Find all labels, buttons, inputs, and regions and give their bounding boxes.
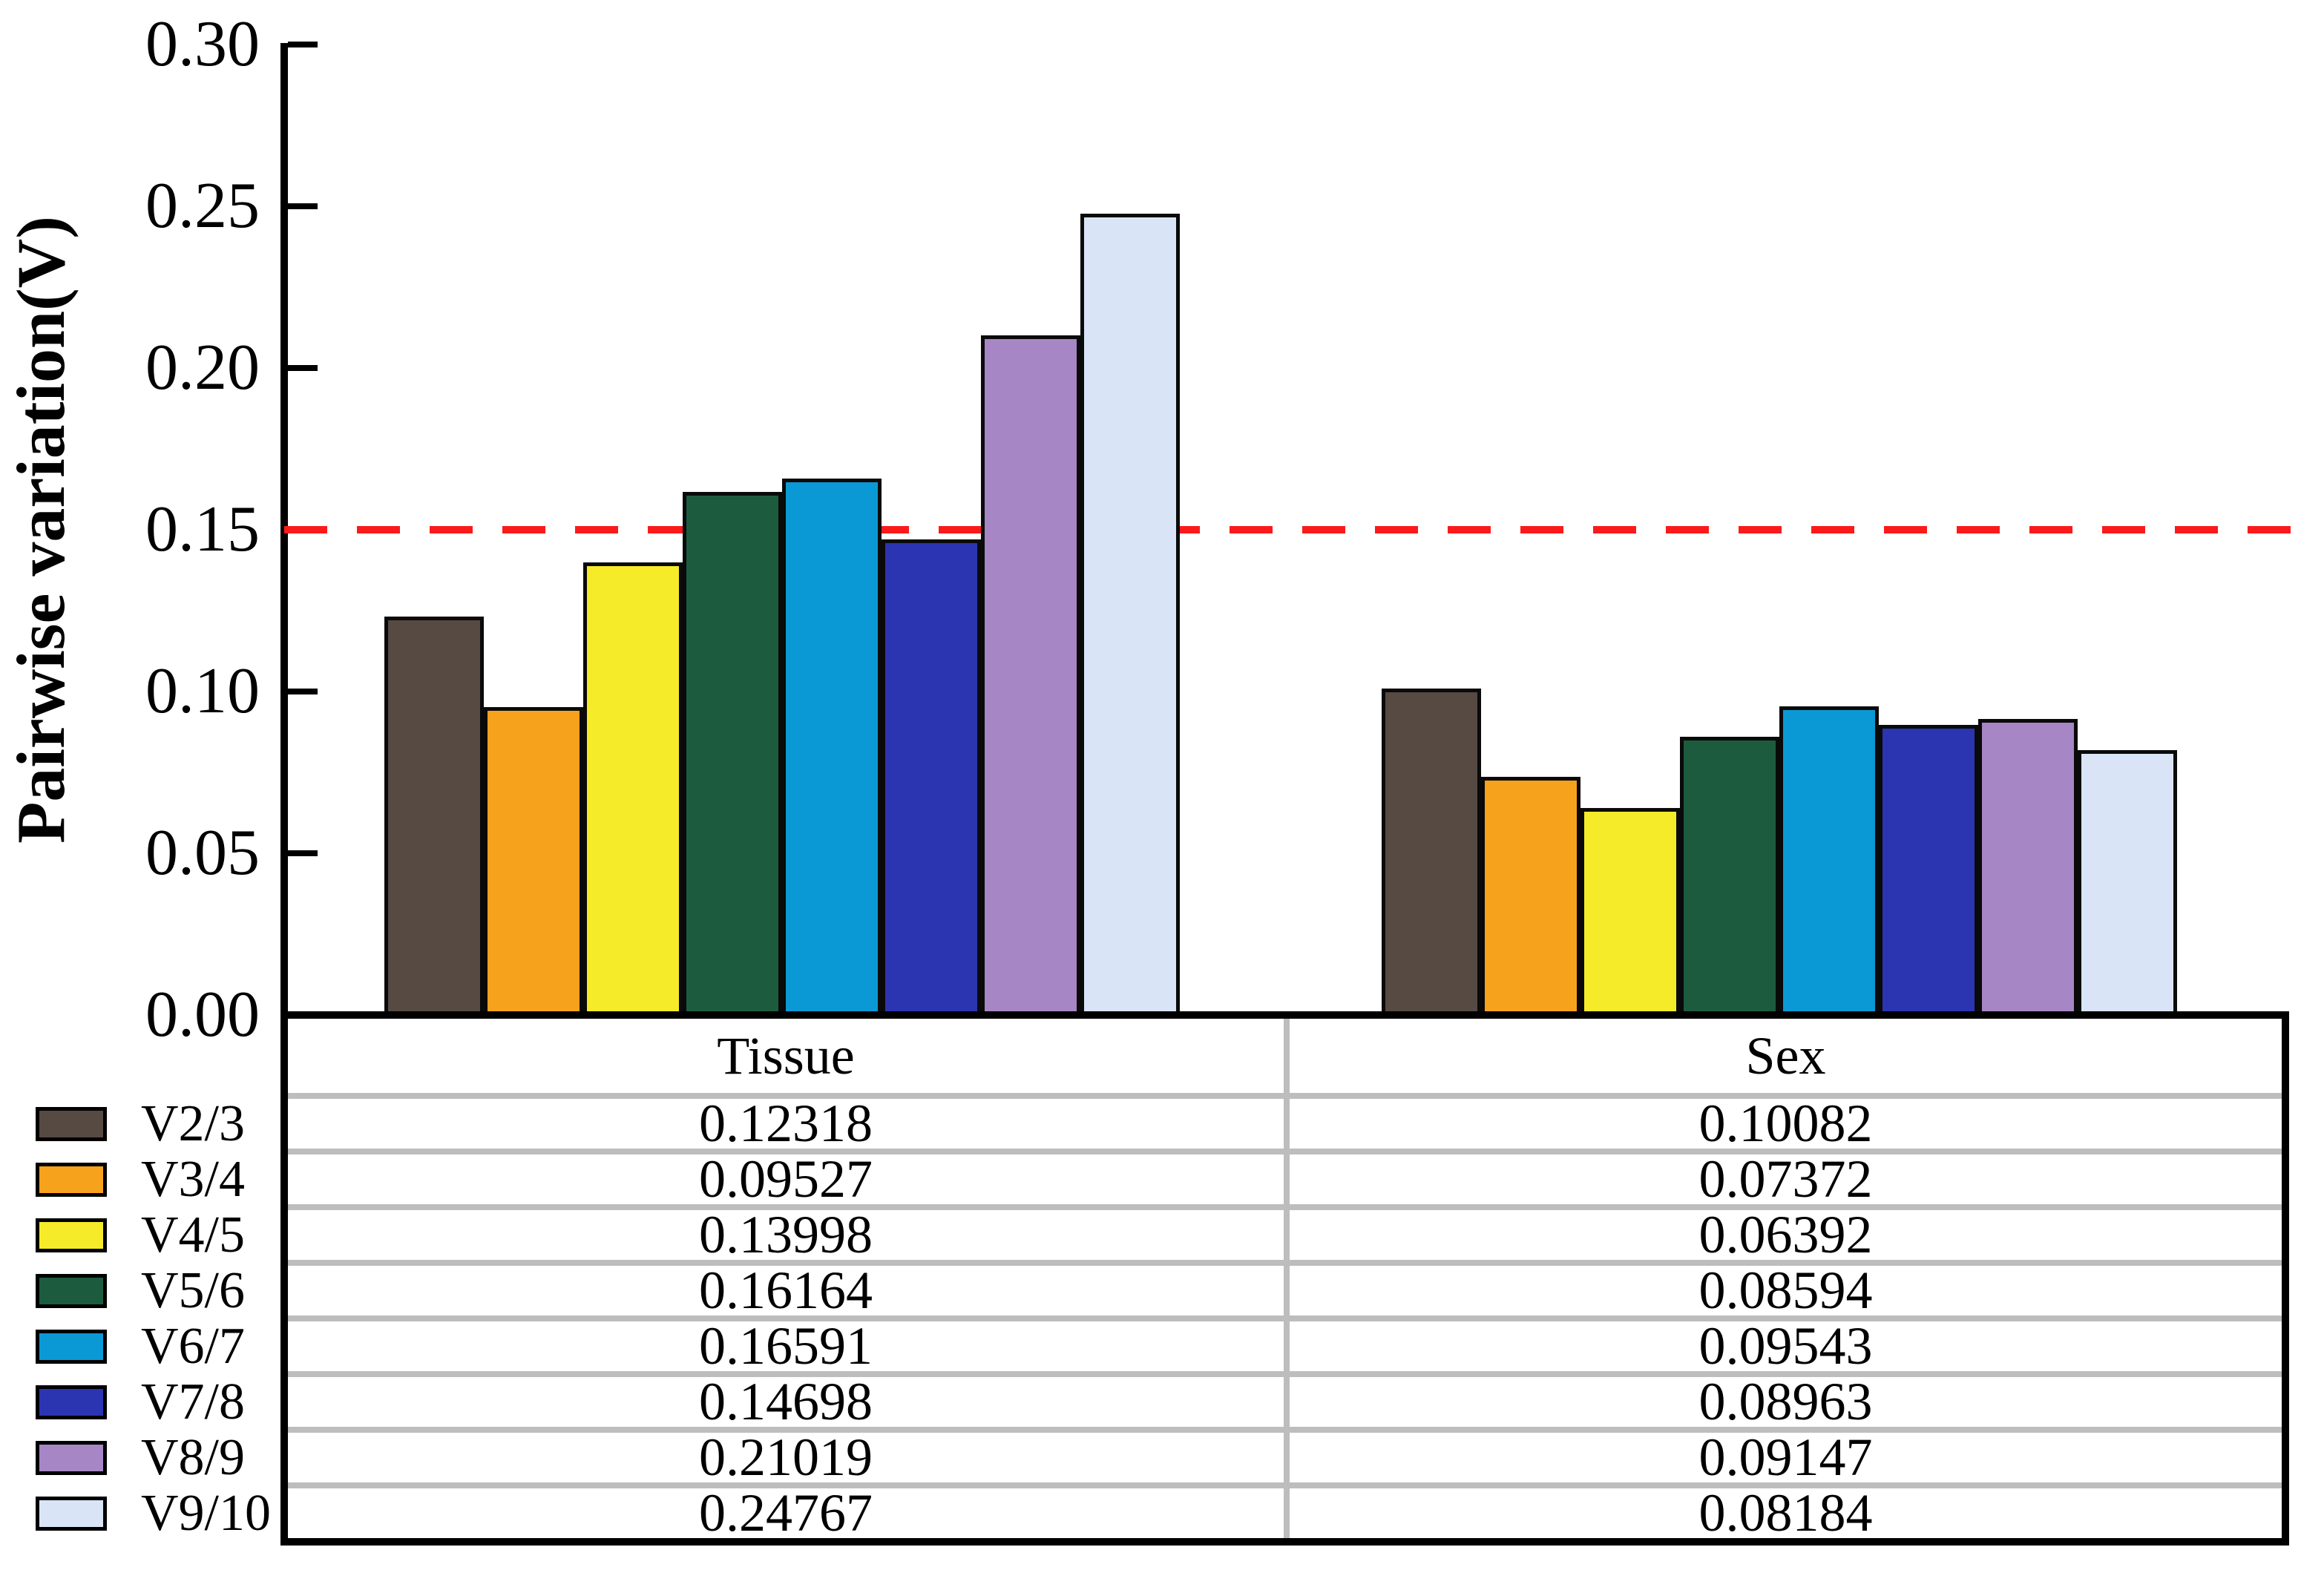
table-row-line — [288, 1260, 2282, 1266]
table-cell: 0.21019 — [699, 1428, 873, 1487]
legend-swatch — [36, 1273, 107, 1308]
bar-V5-6-Tissue — [683, 492, 782, 1015]
bar-V2-3-Tissue — [384, 617, 484, 1015]
legend-item: V4/5 — [0, 1206, 282, 1265]
bar-V6-7-Tissue — [782, 479, 882, 1015]
table-cell: 0.16591 — [699, 1316, 873, 1376]
bar-V6-7-Sex — [1779, 706, 1879, 1015]
y-tick-label: 0.20 — [145, 332, 260, 404]
bar-V3-4-Tissue — [484, 707, 583, 1015]
legend-label: V4/5 — [141, 1206, 245, 1264]
legend-swatch — [36, 1218, 107, 1252]
legend-swatch — [36, 1496, 107, 1531]
y-tick-mark — [288, 850, 318, 856]
bar-V7-8-Sex — [1879, 725, 1978, 1015]
legend-label: V9/10 — [141, 1484, 271, 1542]
bar-V8-9-Sex — [1978, 719, 2078, 1015]
bar-V9-10-Sex — [2078, 750, 2177, 1015]
legend-label: V5/6 — [141, 1261, 245, 1319]
legend-swatch — [36, 1106, 107, 1141]
bar-V3-4-Sex — [1481, 777, 1580, 1015]
y-tick-mark — [288, 42, 318, 47]
legend-swatch — [36, 1329, 107, 1364]
table-cell: 0.13998 — [699, 1205, 873, 1264]
bar-V2-3-Sex — [1382, 689, 1481, 1015]
table-header-tissue: Tissue — [717, 1026, 855, 1085]
legend-item: V2/3 — [0, 1094, 282, 1154]
threshold-line — [284, 526, 2302, 533]
bar-V7-8-Tissue — [882, 539, 981, 1015]
table-cell: 0.09147 — [1698, 1428, 1873, 1487]
table-cell: 0.12318 — [699, 1094, 873, 1153]
table-row-line — [288, 1149, 2282, 1154]
table-row-line — [288, 1093, 2282, 1099]
table-cell: 0.09527 — [699, 1149, 873, 1209]
table-row-line — [288, 1204, 2282, 1210]
y-tick-label: 0.05 — [145, 817, 260, 889]
legend-swatch — [36, 1440, 107, 1475]
legend-label: V2/3 — [141, 1094, 245, 1152]
legend-swatch — [36, 1162, 107, 1197]
table-row-line — [288, 1482, 2282, 1488]
y-tick-label: 0.15 — [145, 493, 260, 565]
y-tick-mark — [288, 689, 318, 694]
bar-V5-6-Sex — [1680, 737, 1779, 1015]
y-tick-label: 0.30 — [145, 8, 260, 80]
legend-item: V5/6 — [0, 1261, 282, 1321]
table-row-line — [288, 1427, 2282, 1433]
legend-label: V6/7 — [141, 1317, 245, 1375]
table-cell: 0.24767 — [699, 1483, 873, 1543]
y-tick-label: 0.00 — [145, 979, 260, 1051]
legend-label: V3/4 — [141, 1150, 245, 1208]
y-tick-label: 0.10 — [145, 655, 260, 727]
values-table: Tissue Sex 0.12318 0.10082 0.09527 0.07372 0.1… — [280, 1011, 2289, 1546]
table-cell: 0.06392 — [1698, 1205, 1873, 1264]
table-row-line — [288, 1316, 2282, 1321]
legend-item: V7/8 — [0, 1373, 282, 1432]
table-cell: 0.08594 — [1698, 1261, 1873, 1320]
table-row-line — [288, 1371, 2282, 1377]
table-column-divider — [1284, 1019, 1290, 1538]
bar-V4-5-Sex — [1580, 808, 1680, 1015]
table-cell: 0.07372 — [1698, 1149, 1873, 1209]
table-header-sex: Sex — [1745, 1026, 1826, 1085]
legend-label: V8/9 — [141, 1428, 245, 1486]
legend-item: V8/9 — [0, 1428, 282, 1488]
table-cell: 0.08184 — [1698, 1483, 1873, 1543]
legend-item: V9/10 — [0, 1484, 282, 1543]
legend-item: V6/7 — [0, 1317, 282, 1376]
legend-label: V7/8 — [141, 1373, 245, 1431]
y-tick-mark — [288, 203, 318, 209]
y-tick-label: 0.25 — [145, 170, 260, 242]
table-cell: 0.09543 — [1698, 1316, 1873, 1376]
table-cell: 0.08963 — [1698, 1372, 1873, 1431]
bar-V8-9-Tissue — [981, 335, 1080, 1015]
y-tick-mark — [288, 365, 318, 371]
legend-item: V3/4 — [0, 1150, 282, 1209]
table-cell: 0.14698 — [699, 1372, 873, 1431]
bar-V9-10-Tissue — [1080, 214, 1180, 1015]
table-cell: 0.10082 — [1698, 1094, 1873, 1153]
bar-V4-5-Tissue — [583, 562, 683, 1015]
table-cell: 0.16164 — [699, 1261, 873, 1320]
legend-swatch — [36, 1385, 107, 1419]
